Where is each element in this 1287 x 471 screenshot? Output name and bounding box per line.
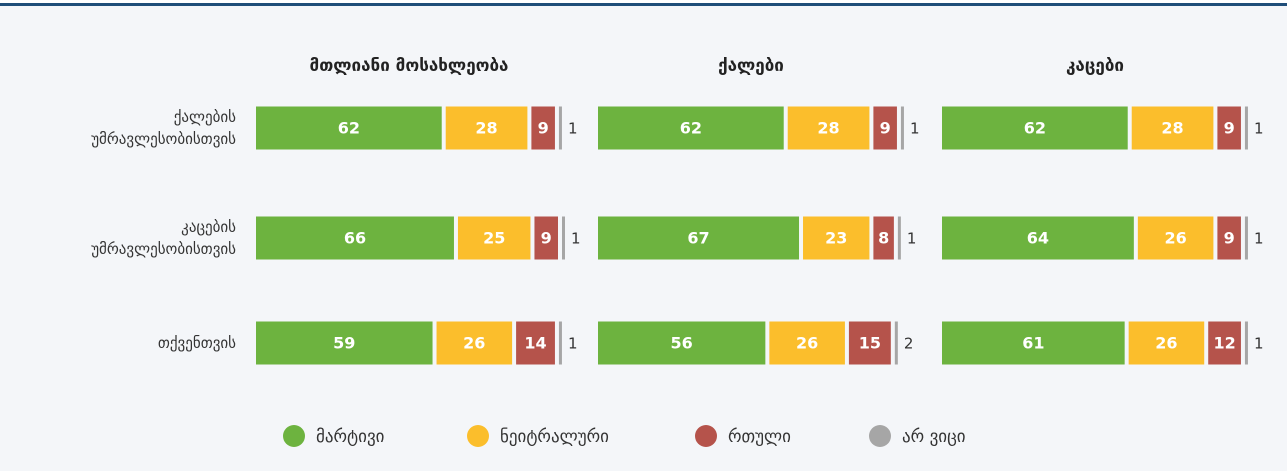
value-label: 26 (463, 334, 485, 353)
bar-segment (598, 216, 800, 260)
value-label: 1 (1254, 230, 1264, 248)
bar-segment (516, 321, 555, 365)
bar-segment (1137, 216, 1214, 260)
bar-segment (848, 321, 891, 365)
value-label: 67 (687, 229, 709, 248)
value-label: 59 (333, 334, 355, 353)
legend-label: მარტივი (316, 427, 384, 447)
bar-segment (1217, 106, 1241, 150)
bar-segment (1244, 216, 1248, 260)
value-label: 26 (796, 334, 818, 353)
bar-segment (558, 106, 562, 150)
panel-title: კაცები (1066, 56, 1124, 76)
bar-segment (598, 106, 784, 150)
bar-segment (1128, 321, 1205, 365)
value-label: 62 (338, 119, 360, 138)
value-label: 56 (671, 334, 693, 353)
bar-segment (942, 106, 1128, 150)
legend-marker (869, 425, 891, 447)
category-label: თქვენთვის (157, 334, 236, 352)
value-label: 15 (859, 334, 881, 353)
bar-segment (803, 216, 870, 260)
bar-segment (1244, 106, 1248, 150)
value-label: 1 (568, 335, 578, 353)
bar-segment (894, 321, 898, 365)
panel-title: მთლიანი მოსახლეობა (310, 56, 509, 76)
value-label: 26 (1164, 229, 1186, 248)
value-label: 62 (680, 119, 702, 138)
value-label: 61 (1022, 334, 1044, 353)
value-label: 2 (904, 335, 914, 353)
bar-segment (534, 216, 558, 260)
legend-marker (283, 425, 305, 447)
value-label: 9 (1224, 229, 1235, 248)
value-label: 12 (1213, 334, 1235, 353)
value-label: 9 (541, 229, 552, 248)
bar-segment (1131, 106, 1214, 150)
panel-title: ქალები (718, 56, 784, 76)
value-label: 9 (1224, 119, 1235, 138)
bar-segment (1217, 216, 1241, 260)
value-label: 28 (1161, 119, 1183, 138)
bar-segment (256, 321, 433, 365)
legend-label: ნეიტრალური (500, 427, 609, 447)
bar-segment (457, 216, 531, 260)
category-label: კაცების უმრავლესობისთვის (91, 218, 236, 258)
value-label: 1 (1254, 120, 1264, 138)
top-border (0, 3, 1287, 6)
bar-segment (873, 216, 894, 260)
legend-label: არ ვიცი (902, 427, 966, 447)
bar-segment (942, 321, 1125, 365)
value-label: 28 (817, 119, 839, 138)
value-label: 1 (910, 120, 920, 138)
bar-segment (562, 216, 565, 260)
value-label: 28 (475, 119, 497, 138)
bar-segment (598, 321, 766, 365)
bar-segment (769, 321, 845, 365)
value-label: 1 (571, 230, 581, 248)
legend-marker (467, 425, 489, 447)
bar-segment (436, 321, 513, 365)
category-label: ქალების უმრავლესობისთვის (91, 108, 236, 148)
bar-segment (787, 106, 870, 150)
bar-segment (256, 106, 442, 150)
value-label: 25 (483, 229, 505, 248)
value-label: 1 (907, 230, 917, 248)
value-label: 23 (825, 229, 847, 248)
bar-segment (531, 106, 555, 150)
value-label: 9 (880, 119, 891, 138)
value-label: 64 (1027, 229, 1049, 248)
bar-segment (942, 216, 1134, 260)
legend-marker (695, 425, 717, 447)
bar-segment (445, 106, 528, 150)
value-label: 8 (878, 229, 889, 248)
value-label: 1 (568, 120, 578, 138)
bar-segment (1244, 321, 1248, 365)
bar-segment (256, 216, 454, 260)
value-label: 66 (344, 229, 366, 248)
bar-segment (558, 321, 562, 365)
bar-segment (900, 106, 904, 150)
legend-label: რთული (728, 427, 791, 447)
bar-segment (873, 106, 897, 150)
value-label: 14 (524, 334, 546, 353)
bar-segment (1208, 321, 1241, 365)
value-label: 1 (1254, 335, 1264, 353)
value-label: 9 (538, 119, 549, 138)
bar-segment (897, 216, 901, 260)
value-label: 26 (1155, 334, 1177, 353)
value-label: 62 (1024, 119, 1046, 138)
